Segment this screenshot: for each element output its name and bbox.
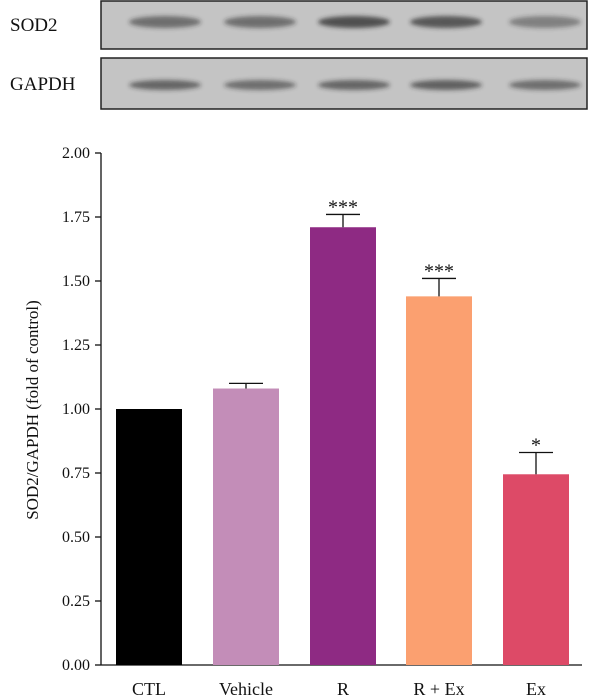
y-tick-label: 1.25 xyxy=(62,337,90,354)
blot-bands-sod2 xyxy=(129,16,581,28)
bars: ******* xyxy=(116,196,569,666)
blot-band xyxy=(224,80,296,90)
y-tick-label: 1.50 xyxy=(62,273,90,290)
bar-chart: SOD2/GAPDH (fold of control) 0.00 0.25 0.5… xyxy=(23,145,582,699)
bar xyxy=(406,296,472,665)
x-tick-label: R + Ex xyxy=(413,679,464,699)
significance-label: *** xyxy=(424,260,454,282)
blot-band xyxy=(509,16,581,28)
blot-band xyxy=(509,80,581,90)
x-tick-label: Vehicle xyxy=(219,679,273,699)
blot-band xyxy=(129,16,201,28)
x-tick-label: Ex xyxy=(526,679,546,699)
bar xyxy=(213,388,279,665)
bar xyxy=(116,409,182,665)
y-axis-title: SOD2/GAPDH (fold of control) xyxy=(23,300,42,520)
y-axis-ticks: 0.00 0.25 0.50 0.75 1.00 1.25 1.50 1.75 2.00 xyxy=(62,145,101,674)
y-tick-label: 0.25 xyxy=(62,593,90,610)
significance-label: *** xyxy=(328,196,358,218)
y-tick-label: 0.75 xyxy=(62,465,90,482)
y-tick-label: 1.75 xyxy=(62,209,90,226)
y-tick-label: 1.00 xyxy=(62,401,90,418)
x-axis-labels: CTL Vehicle R R + Ex Ex xyxy=(132,679,546,699)
x-tick-label: R xyxy=(337,679,349,699)
blot-bands-gapdh xyxy=(129,80,581,90)
blot-band xyxy=(224,16,296,28)
bar xyxy=(503,474,569,665)
blot-label-sod2: SOD2 xyxy=(10,15,58,36)
y-tick-label: 0.00 xyxy=(62,657,90,674)
blot-band xyxy=(318,80,390,90)
bar xyxy=(310,227,376,666)
y-tick-label: 0.50 xyxy=(62,529,90,546)
blot-label-gapdh: GAPDH xyxy=(10,74,76,95)
blot-band xyxy=(410,80,482,90)
western-blot: SOD2 GAPDH xyxy=(10,0,588,110)
blot-band xyxy=(129,80,201,90)
blot-band xyxy=(410,16,482,28)
blot-band xyxy=(318,16,390,28)
y-tick-label: 2.00 xyxy=(62,145,90,162)
significance-label: * xyxy=(531,435,541,457)
x-tick-label: CTL xyxy=(132,679,166,699)
